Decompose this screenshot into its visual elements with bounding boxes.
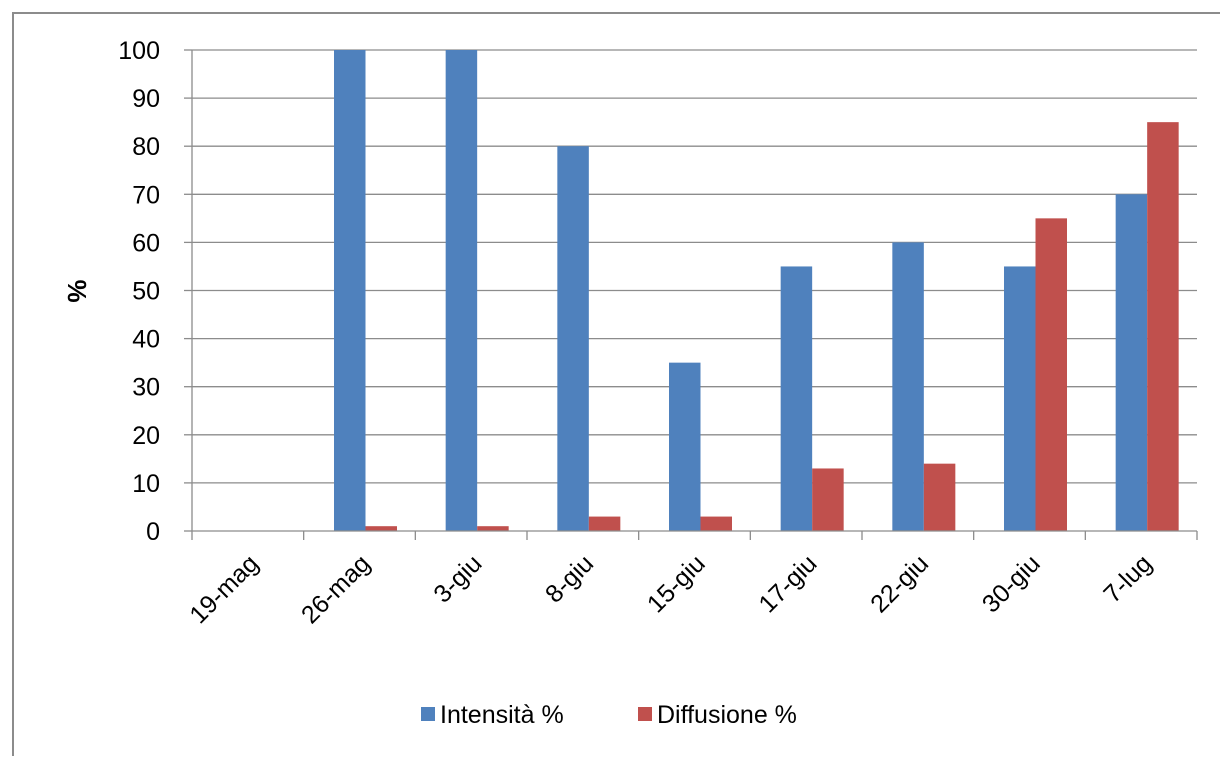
bars [334,50,1179,532]
y-tick-label: 80 [132,133,160,161]
legend: Intensità % Diffusione % [421,701,797,729]
x-tick-label: 30-giu [977,549,1046,618]
bar-intensita [334,50,366,531]
legend-label: Intensità % [440,701,564,729]
bar-diffusione [1147,122,1179,532]
x-tick-label: 3-giu [428,549,487,608]
bar-intensita [780,266,813,531]
bar-intensita [669,362,701,531]
legend-label: Diffusione % [657,701,797,729]
y-axis-label: % [62,279,92,302]
bar-diffusione [700,516,732,531]
y-tick-label: 90 [132,85,160,113]
axes [191,50,1198,540]
y-tick-label: 0 [146,518,160,546]
bar-intensita [1004,266,1036,531]
bar-diffusione [477,526,509,531]
bar-diffusione [588,516,621,531]
y-tick-label: 20 [132,422,160,450]
y-tick-label: 10 [132,470,160,498]
bar-intensita [892,242,924,531]
x-tick-label: 26-mag [296,549,376,629]
bar-diffusione [923,463,956,531]
y-tick-label: 40 [132,326,160,354]
x-tick-label: 22-giu [865,549,934,618]
bar-intensita [1115,194,1148,532]
y-tick-labels: 0 10 20 30 40 50 60 70 80 90 100 [118,37,160,546]
bar-diffusione [1035,218,1067,531]
bar-diffusione [812,468,844,531]
bar-intensita [445,50,478,531]
y-tick-label: 100 [118,37,160,65]
y-tick-label: 30 [132,374,160,402]
x-tick-labels: 19-mag 26-mag 3-giu 8-giu 15-giu 17-giu 22-giu… [184,549,1157,629]
x-tick-label: 19-mag [184,549,264,629]
bar-diffusione [365,526,397,531]
y-tick-label: 70 [132,181,160,209]
bar-intensita [557,146,589,531]
x-tick-label: 17-giu [753,549,822,618]
x-tick-label: 8-giu [540,549,599,608]
y-tick-label: 60 [132,229,160,257]
legend-swatch [421,707,435,721]
y-tick-label: 50 [132,278,160,306]
x-tick-label: 15-giu [642,549,711,618]
legend-swatch [638,707,652,721]
x-tick-label: 7-lug [1098,549,1157,608]
